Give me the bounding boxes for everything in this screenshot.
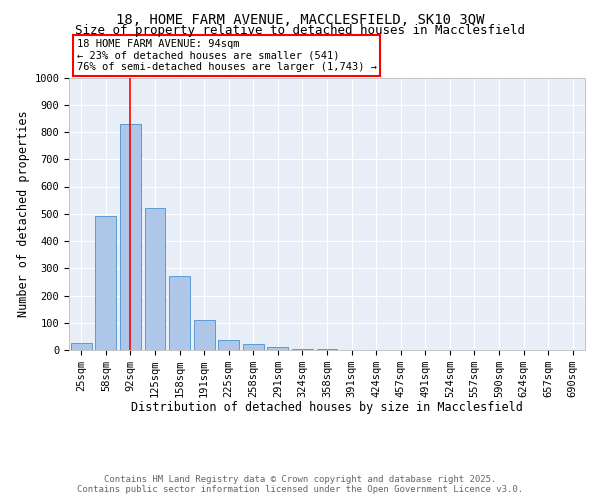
Bar <box>317 348 337 350</box>
Bar <box>169 276 190 350</box>
Bar <box>71 343 92 350</box>
Bar <box>194 320 215 350</box>
Bar <box>292 348 313 350</box>
Bar <box>95 216 116 350</box>
Bar <box>145 208 166 350</box>
X-axis label: Distribution of detached houses by size in Macclesfield: Distribution of detached houses by size … <box>131 402 523 414</box>
Text: 18 HOME FARM AVENUE: 94sqm
← 23% of detached houses are smaller (541)
76% of sem: 18 HOME FARM AVENUE: 94sqm ← 23% of deta… <box>77 39 377 72</box>
Text: Size of property relative to detached houses in Macclesfield: Size of property relative to detached ho… <box>75 24 525 37</box>
Text: 18, HOME FARM AVENUE, MACCLESFIELD, SK10 3QW: 18, HOME FARM AVENUE, MACCLESFIELD, SK10… <box>116 12 484 26</box>
Bar <box>268 348 289 350</box>
Y-axis label: Number of detached properties: Number of detached properties <box>17 110 30 317</box>
Bar <box>120 124 141 350</box>
Bar <box>243 344 264 350</box>
Bar <box>218 340 239 350</box>
Text: Contains HM Land Registry data © Crown copyright and database right 2025.
Contai: Contains HM Land Registry data © Crown c… <box>77 474 523 494</box>
